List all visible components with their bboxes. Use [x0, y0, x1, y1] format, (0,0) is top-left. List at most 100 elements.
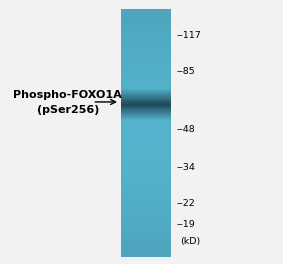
Bar: [121, 130, 171, 131]
Bar: [121, 188, 171, 189]
Bar: [121, 90, 171, 91]
Bar: [121, 210, 171, 211]
Bar: [121, 131, 171, 132]
Bar: [121, 182, 171, 183]
Bar: [121, 167, 171, 168]
Bar: [121, 54, 171, 55]
Bar: [121, 115, 171, 116]
Bar: [121, 38, 171, 39]
Bar: [121, 119, 171, 120]
Bar: [121, 185, 171, 186]
Bar: [121, 53, 171, 54]
Bar: [121, 27, 171, 28]
Bar: [121, 183, 171, 184]
Bar: [121, 254, 171, 255]
Bar: [121, 15, 171, 16]
Bar: [121, 108, 171, 109]
Bar: [121, 89, 171, 90]
Bar: [121, 218, 171, 219]
Bar: [121, 47, 171, 48]
Bar: [121, 199, 171, 200]
Bar: [121, 256, 171, 257]
Bar: [121, 62, 171, 63]
Bar: [121, 106, 171, 107]
Bar: [121, 124, 171, 125]
Bar: [121, 55, 171, 56]
Bar: [121, 220, 171, 221]
Bar: [121, 224, 171, 225]
Bar: [121, 22, 171, 23]
Bar: [121, 126, 171, 127]
Bar: [121, 50, 171, 51]
Bar: [121, 107, 171, 108]
Bar: [121, 244, 171, 245]
Bar: [121, 60, 171, 61]
Bar: [121, 133, 171, 134]
Bar: [121, 253, 171, 254]
Bar: [121, 13, 171, 14]
Bar: [121, 186, 171, 187]
Bar: [121, 239, 171, 240]
Bar: [121, 21, 171, 22]
Bar: [121, 83, 171, 84]
Bar: [121, 92, 171, 93]
Bar: [121, 127, 171, 128]
Text: --22: --22: [176, 199, 195, 208]
Bar: [121, 36, 171, 37]
Bar: [121, 63, 171, 64]
Bar: [121, 74, 171, 76]
Bar: [121, 125, 171, 126]
Bar: [121, 23, 171, 24]
Bar: [121, 57, 171, 58]
Bar: [121, 221, 171, 222]
Bar: [121, 114, 171, 115]
Bar: [121, 31, 171, 32]
Bar: [121, 170, 171, 171]
Bar: [121, 153, 171, 154]
Bar: [121, 52, 171, 53]
Bar: [121, 25, 171, 26]
Bar: [121, 58, 171, 59]
Bar: [121, 64, 171, 65]
Bar: [121, 70, 171, 71]
Bar: [121, 216, 171, 217]
Bar: [121, 208, 171, 209]
Bar: [121, 128, 171, 129]
Text: --19: --19: [176, 220, 195, 229]
Bar: [121, 123, 171, 124]
Bar: [121, 251, 171, 252]
Bar: [121, 100, 171, 101]
Bar: [121, 156, 171, 157]
Bar: [121, 132, 171, 133]
Bar: [121, 82, 171, 83]
Bar: [121, 10, 171, 11]
Bar: [121, 99, 171, 100]
Bar: [121, 109, 171, 110]
Bar: [121, 103, 171, 104]
Bar: [121, 240, 171, 241]
Bar: [121, 205, 171, 206]
Bar: [121, 136, 171, 138]
Bar: [121, 87, 171, 88]
Bar: [121, 233, 171, 234]
Bar: [121, 93, 171, 94]
Bar: [121, 81, 171, 82]
Bar: [121, 12, 171, 13]
Bar: [121, 84, 171, 85]
Bar: [121, 86, 171, 87]
Bar: [121, 16, 171, 17]
Bar: [121, 245, 171, 246]
Bar: [121, 91, 171, 92]
Bar: [121, 191, 171, 192]
Bar: [121, 198, 171, 199]
Bar: [121, 189, 171, 190]
Bar: [121, 174, 171, 175]
Bar: [121, 29, 171, 30]
Bar: [121, 72, 171, 73]
Bar: [121, 234, 171, 235]
Bar: [121, 51, 171, 52]
Bar: [121, 177, 171, 178]
Text: --34: --34: [176, 163, 195, 172]
Bar: [121, 225, 171, 226]
Bar: [121, 242, 171, 243]
